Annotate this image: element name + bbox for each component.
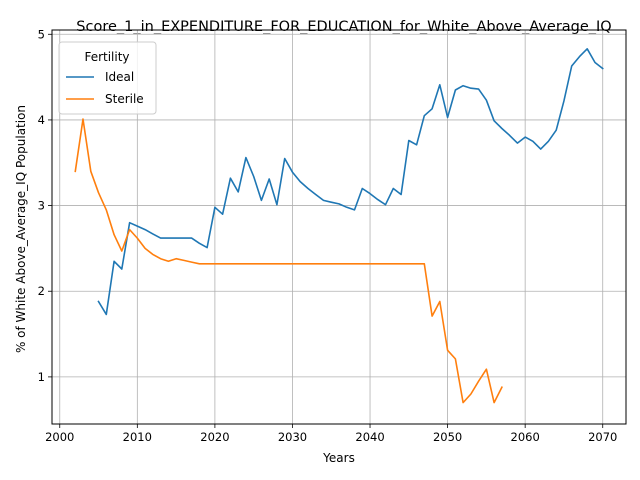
x-tick-label: 2020 [200, 430, 229, 444]
legend-box [58, 41, 157, 115]
x-tick-label: 2050 [433, 430, 462, 444]
y-axis-ticks: 1 2 3 4 5 [38, 27, 52, 384]
x-tick-label: 2070 [588, 430, 617, 444]
chart-title: Score_1_in_EXPENDITURE_FOR_EDUCATION_for… [76, 19, 611, 35]
legend-label-ideal: Ideal [105, 70, 134, 84]
legend-label-sterile: Sterile [105, 92, 144, 106]
legend-title: Fertility [84, 50, 129, 64]
y-tick-label: 3 [38, 199, 45, 213]
x-tick-label: 2030 [278, 430, 307, 444]
series-layer [74, 47, 604, 404]
x-tick-label: 2040 [355, 430, 384, 444]
x-axis-ticks: 2000 2010 2020 2030 2040 2050 2060 2070 [45, 424, 617, 444]
grid [52, 30, 626, 424]
series-line-ideal [97, 47, 604, 316]
series-line-sterile [74, 118, 503, 404]
x-tick-label: 2000 [45, 430, 74, 444]
y-axis-label: % of White Above_Average_IQ Population [14, 105, 28, 353]
y-tick-label: 4 [38, 113, 45, 127]
y-tick-label: 1 [38, 370, 45, 384]
x-axis-label: Years [322, 451, 355, 465]
x-tick-label: 2060 [511, 430, 540, 444]
y-tick-label: 2 [38, 284, 45, 298]
plot-frame [51, 29, 627, 425]
y-tick-label: 5 [38, 27, 45, 41]
legend: Fertility Ideal Sterile [58, 41, 157, 115]
x-tick-label: 2010 [123, 430, 152, 444]
